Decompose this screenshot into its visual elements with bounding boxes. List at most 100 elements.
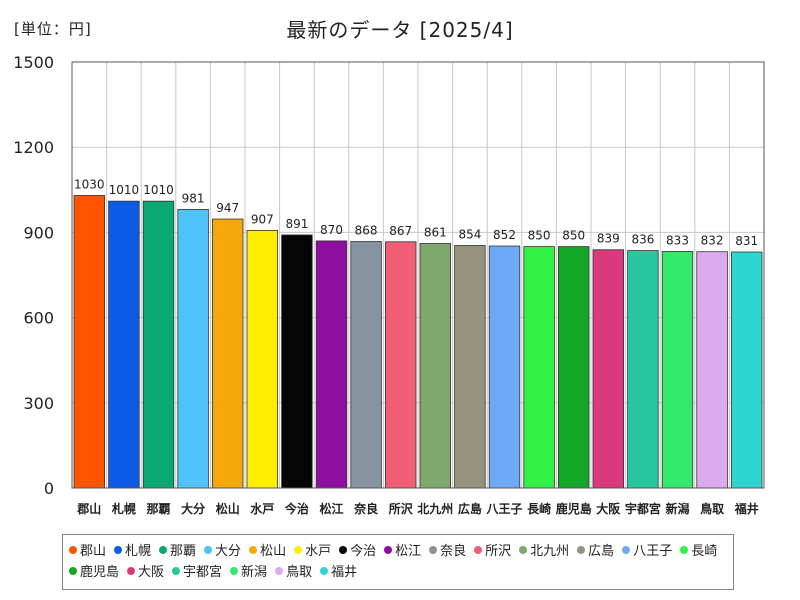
legend-item: 水戸	[294, 541, 331, 562]
legend-swatch	[204, 546, 213, 554]
category-label: 今治	[284, 501, 309, 516]
legend-swatch	[339, 546, 348, 554]
legend-label: 水戸	[305, 544, 332, 559]
legend-swatch	[69, 546, 77, 554]
legend-item: 大分	[204, 541, 241, 562]
bar-大阪	[592, 249, 625, 489]
value-label: 831	[735, 234, 758, 248]
legend-swatch	[249, 546, 258, 554]
bar-奈良	[350, 241, 382, 489]
value-label: 861	[424, 225, 447, 239]
value-label: 1010	[109, 183, 140, 197]
category-label: 札幌	[111, 501, 136, 516]
legend-item: 鹿児島	[69, 562, 119, 583]
category-label: 八王子	[485, 502, 522, 516]
value-label: 832	[701, 234, 724, 248]
value-label: 947	[216, 201, 239, 215]
value-label: 1010	[143, 183, 174, 197]
legend-swatch	[429, 546, 438, 554]
bar-鳥取	[696, 251, 728, 489]
legend-item: 新潟	[230, 562, 267, 583]
category-label: 奈良	[353, 501, 378, 516]
legend-swatch	[384, 546, 393, 554]
plot-border	[71, 61, 765, 489]
legend-label: 今治	[350, 544, 377, 559]
value-label: 1030	[74, 177, 105, 191]
value-label: 836	[631, 233, 654, 247]
legend-label: 所沢	[485, 544, 512, 559]
legend-label: 札幌	[125, 544, 152, 559]
legend-label: 宇都宮	[183, 565, 223, 580]
legend-label: 北九州	[530, 544, 570, 559]
legend-label: 新潟	[241, 565, 268, 580]
y-tick-label: 1500	[13, 53, 54, 72]
legend-label: 松江	[395, 544, 422, 559]
category-label: 大阪	[596, 501, 621, 516]
bar-鹿児島	[558, 246, 590, 489]
legend-swatch	[320, 567, 329, 575]
category-label: 所沢	[389, 501, 414, 516]
legend-item: 福井	[320, 562, 357, 583]
value-label: 907	[251, 212, 274, 226]
chart-legend: 郡山 札幌 那覇 大分 松山 水戸 今治 松江 奈良 所沢 北九州 広島 八王子 長崎鹿児島 大阪 宇都宮 新潟…	[62, 534, 734, 590]
category-label: 那覇	[146, 502, 170, 516]
legend-label: 奈良	[440, 544, 467, 559]
bar-福井	[731, 251, 763, 489]
legend-item: 松山	[249, 541, 286, 562]
legend-item: 今治	[339, 541, 376, 562]
legend-item: 長崎	[680, 541, 717, 562]
category-label: 鹿児島	[556, 501, 592, 516]
unit-label: [単位：円]	[14, 20, 92, 38]
bar-那覇	[142, 200, 175, 489]
bar-今治	[281, 234, 313, 489]
legend-swatch	[275, 567, 284, 575]
legend-swatch	[159, 546, 168, 554]
legend-label: 福井	[331, 565, 358, 580]
value-label: 868	[355, 223, 378, 237]
legend-label: 大分	[215, 544, 242, 559]
value-label: 981	[182, 191, 205, 205]
value-label: 891	[285, 217, 308, 231]
legend-swatch	[680, 546, 689, 554]
legend-swatch	[114, 546, 123, 554]
bar-北九州	[419, 243, 452, 489]
value-label: 839	[597, 232, 620, 246]
bar-松山	[211, 218, 244, 489]
category-label: 郡山	[76, 501, 101, 516]
y-tick-label: 600	[23, 309, 54, 328]
legend-swatch	[294, 546, 303, 554]
legend-label: 大阪	[138, 565, 165, 580]
legend-item: 八王子	[622, 541, 672, 562]
legend-item: 宇都宮	[172, 562, 222, 583]
legend-item: 鳥取	[275, 562, 312, 583]
category-label: 福井	[734, 501, 759, 516]
category-label: 鳥取	[700, 501, 724, 516]
legend-label: 松山	[260, 544, 287, 559]
legend-swatch	[519, 546, 528, 554]
value-label: 833	[666, 233, 689, 247]
chart-title: 最新のデータ [2025/4]	[286, 18, 514, 42]
bar-松江	[315, 240, 348, 489]
legend-item: 松江	[384, 541, 421, 562]
legend-swatch	[127, 567, 136, 575]
legend-item: 北九州	[519, 541, 569, 562]
value-label: 852	[493, 228, 516, 242]
legend-item: 広島	[577, 541, 614, 562]
bar-長崎	[523, 246, 555, 489]
category-label: 大分	[181, 501, 205, 516]
legend-label: 長崎	[691, 544, 718, 559]
legend-item: 奈良	[429, 541, 466, 562]
bar-宇都宮	[627, 250, 659, 489]
bar-新潟	[661, 251, 694, 489]
value-label: 854	[458, 227, 481, 241]
legend-item: 大阪	[127, 562, 164, 583]
legend-item: 所沢	[474, 541, 511, 562]
category-label: 松江	[319, 501, 343, 516]
value-label: 870	[320, 223, 343, 237]
value-label: 850	[528, 229, 551, 243]
bar-大分	[177, 208, 209, 489]
legend-swatch	[230, 567, 239, 575]
y-tick-label: 1200	[13, 138, 54, 157]
legend-swatch	[69, 567, 77, 575]
